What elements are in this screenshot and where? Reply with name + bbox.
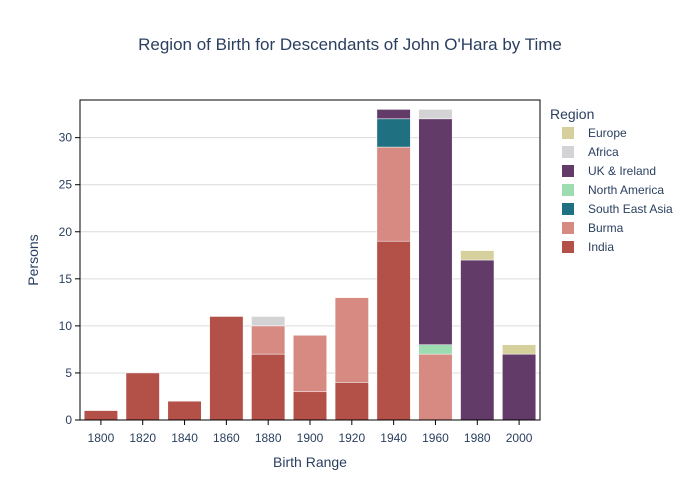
bar-africa <box>418 109 453 120</box>
y-tick-label: 0 <box>65 413 72 427</box>
x-tick-label: 1860 <box>213 431 240 445</box>
y-tick-label: 10 <box>59 319 73 333</box>
y-axis-ticks: 0 5 10 15 20 25 30 <box>59 131 80 427</box>
x-tick-label: 1800 <box>88 431 115 445</box>
y-tick-label: 25 <box>59 178 73 192</box>
bar-europe <box>460 250 495 261</box>
legend-label-europe: Europe <box>588 126 627 140</box>
y-tick-label: 30 <box>59 131 73 145</box>
x-tick-label: 1980 <box>464 431 491 445</box>
bar-burma <box>376 146 411 242</box>
legend-label-africa: Africa <box>588 145 619 159</box>
x-tick-label: 1840 <box>171 431 198 445</box>
bar-india <box>167 400 202 421</box>
chart-title: Region of Birth for Descendants of John … <box>138 35 562 54</box>
x-tick-label: 1960 <box>422 431 449 445</box>
bar-india <box>83 410 118 421</box>
x-tick-label: 1880 <box>255 431 282 445</box>
legend-swatch-north-america <box>562 184 574 196</box>
bar-north-america <box>418 344 453 355</box>
bar-burma <box>251 325 286 355</box>
bar-india <box>376 240 411 421</box>
legend-label-uk-ireland: UK & Ireland <box>588 164 656 178</box>
legend-label-india: India <box>588 240 614 254</box>
legend-label-south-east-asia: South East Asia <box>588 202 673 216</box>
legend-swatch-india <box>562 241 574 253</box>
y-tick-label: 20 <box>59 225 73 239</box>
legend-swatch-africa <box>562 146 574 158</box>
x-tick-label: 1940 <box>380 431 407 445</box>
bar-uk-ireland <box>502 353 537 421</box>
bar-india <box>125 372 160 421</box>
legend-swatch-europe <box>562 127 574 139</box>
legend: Region Europe Africa UK & Ireland North Ame… <box>550 106 673 254</box>
bar-uk-ireland <box>460 259 495 421</box>
x-tick-label: 1900 <box>297 431 324 445</box>
bar-burma <box>293 335 327 393</box>
y-axis-title: Persons <box>25 234 41 285</box>
y-tick-label: 15 <box>59 272 73 286</box>
legend-label-burma: Burma <box>588 221 624 235</box>
bar-india <box>251 353 286 421</box>
x-tick-label: 1820 <box>129 431 156 445</box>
x-axis-title: Birth Range <box>273 454 347 470</box>
x-tick-label: 1920 <box>338 431 365 445</box>
bar-uk-ireland <box>418 118 453 345</box>
bar-india <box>334 382 369 421</box>
x-axis-ticks: 1800 1820 1840 1860 1880 1900 1920 1940 1960 1980… <box>88 420 533 445</box>
bar-south-east-asia <box>376 118 411 148</box>
y-tick-label: 5 <box>65 366 72 380</box>
bar-india <box>293 391 327 421</box>
legend-swatch-south-east-asia <box>562 203 574 215</box>
bar-burma <box>418 353 453 421</box>
bar-burma <box>334 297 369 383</box>
bars <box>83 109 537 421</box>
legend-label-north-america: North America <box>588 183 664 197</box>
legend-swatch-burma <box>562 222 574 234</box>
bar-uk-ireland <box>376 109 411 120</box>
x-tick-label: 2000 <box>506 431 533 445</box>
legend-title: Region <box>550 106 594 122</box>
legend-swatch-uk-ireland <box>562 165 574 177</box>
bar-africa <box>251 316 286 327</box>
bar-india <box>209 316 244 421</box>
bar-europe <box>502 344 537 355</box>
